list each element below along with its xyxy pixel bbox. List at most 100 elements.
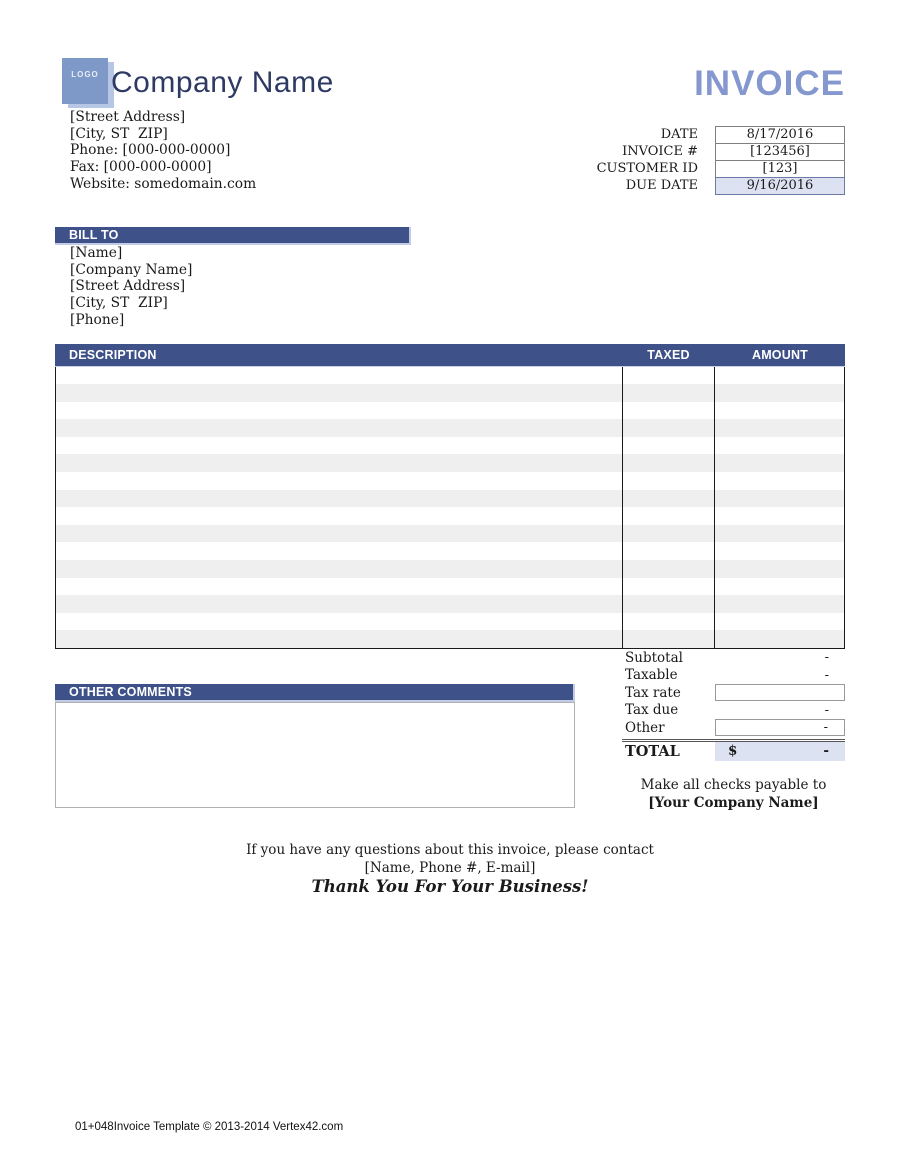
item-description-cell[interactable] — [56, 630, 622, 648]
item-row[interactable] — [56, 577, 844, 596]
item-taxed-cell[interactable] — [621, 419, 715, 437]
totals-value[interactable]: - — [824, 650, 829, 666]
item-amount-cell[interactable] — [714, 577, 844, 596]
item-description-cell[interactable] — [56, 595, 622, 613]
item-taxed-cell[interactable] — [621, 560, 715, 578]
item-amount-cell[interactable] — [714, 560, 844, 578]
item-taxed-cell[interactable] — [621, 472, 715, 490]
meta-value-cell[interactable]: [123] — [715, 160, 845, 178]
column-header-description: DESCRIPTION — [69, 347, 157, 362]
meta-label: CUSTOMER ID — [596, 161, 698, 176]
bill-to-line: [Name] — [70, 245, 123, 261]
totals-value[interactable] — [715, 684, 845, 702]
item-description-cell[interactable] — [56, 367, 622, 385]
item-row[interactable] — [56, 542, 844, 561]
item-description-cell[interactable] — [56, 384, 622, 402]
item-amount-cell[interactable] — [714, 595, 844, 613]
item-row[interactable] — [56, 560, 844, 578]
item-row[interactable] — [56, 454, 844, 473]
item-amount-cell[interactable] — [714, 419, 844, 437]
item-row[interactable] — [56, 384, 844, 402]
item-description-cell[interactable] — [56, 419, 622, 437]
item-row[interactable] — [56, 472, 844, 490]
item-taxed-cell[interactable] — [621, 612, 715, 631]
item-taxed-cell[interactable] — [621, 630, 715, 648]
payable-line: Make all checks payable to — [640, 777, 827, 793]
invoice-meta-row: CUSTOMER ID [123] — [534, 160, 845, 178]
item-description-cell[interactable] — [56, 578, 622, 596]
item-amount-cell[interactable] — [714, 524, 844, 543]
company-address-line: Phone: [000-000-0000] — [70, 142, 231, 159]
item-taxed-cell[interactable] — [621, 401, 715, 420]
item-taxed-cell[interactable] — [621, 524, 715, 543]
company-name: Company Name — [111, 66, 334, 99]
item-row[interactable] — [56, 366, 844, 385]
item-taxed-cell[interactable] — [621, 542, 715, 561]
item-description-cell[interactable] — [56, 507, 622, 525]
company-address-line: Website: somedomain.com — [70, 175, 257, 192]
meta-value-cell[interactable]: 9/16/2016 — [715, 177, 845, 195]
items-table-header: DESCRIPTION TAXED AMOUNT — [55, 344, 845, 367]
totals-value[interactable]: - — [715, 719, 845, 737]
item-row[interactable] — [56, 595, 844, 613]
item-amount-cell[interactable] — [714, 454, 844, 473]
item-taxed-cell[interactable] — [621, 384, 715, 402]
column-header-taxed: TAXED — [647, 347, 690, 362]
item-taxed-cell[interactable] — [621, 366, 715, 385]
item-description-cell[interactable] — [56, 525, 622, 543]
item-amount-cell[interactable] — [714, 507, 844, 525]
item-description-cell[interactable] — [56, 402, 622, 420]
totals-rows: Subtotal - Taxable - Tax rate Tax due - — [622, 649, 845, 737]
item-amount-cell[interactable] — [714, 366, 844, 385]
item-taxed-cell[interactable] — [621, 577, 715, 596]
item-row[interactable] — [56, 419, 844, 437]
item-amount-cell[interactable] — [714, 489, 844, 508]
item-description-cell[interactable] — [56, 472, 622, 490]
totals-value[interactable]: - — [824, 702, 829, 718]
invoice-title: INVOICE — [694, 64, 845, 103]
totals-value[interactable]: - — [824, 667, 829, 683]
item-amount-cell[interactable] — [714, 436, 844, 455]
company-address-block: [Street Address] [City, ST ZIP] Phone: [… — [70, 109, 256, 193]
item-amount-cell[interactable] — [714, 542, 844, 561]
item-row[interactable] — [56, 612, 844, 631]
contact-block: If you have any questions about this inv… — [0, 842, 900, 896]
item-amount-cell[interactable] — [714, 612, 844, 631]
item-description-cell[interactable] — [56, 542, 622, 560]
item-taxed-cell[interactable] — [621, 436, 715, 455]
bill-to-line: [Phone] — [70, 311, 125, 328]
bill-to-header: BILL TO — [55, 227, 411, 245]
item-description-cell[interactable] — [56, 437, 622, 455]
company-logo: LOGO — [62, 58, 116, 112]
totals-label: Subtotal — [625, 649, 683, 666]
company-address-line: [City, ST ZIP] — [70, 125, 168, 142]
item-row[interactable] — [56, 524, 844, 543]
grand-total-value-cell: $ - — [715, 741, 845, 761]
item-taxed-cell[interactable] — [621, 595, 715, 613]
item-row[interactable] — [56, 507, 844, 525]
item-row[interactable] — [56, 436, 844, 455]
item-row[interactable] — [56, 489, 844, 508]
meta-value-cell[interactable]: 8/17/2016 — [715, 126, 845, 144]
bill-to-block: [Name] [Company Name] [Street Address] [… — [70, 245, 192, 329]
item-taxed-cell[interactable] — [621, 454, 715, 473]
items-table-body — [55, 366, 845, 649]
item-taxed-cell[interactable] — [621, 489, 715, 508]
totals-row: Taxable - — [622, 667, 845, 685]
item-description-cell[interactable] — [56, 454, 622, 472]
item-amount-cell[interactable] — [714, 630, 844, 648]
item-description-cell[interactable] — [56, 490, 622, 508]
item-row[interactable] — [56, 630, 844, 648]
item-amount-cell[interactable] — [714, 384, 844, 402]
company-address-line: Fax: [000-000-0000] — [70, 159, 212, 176]
item-row[interactable] — [56, 401, 844, 420]
thank-you-message: Thank You For Your Business! — [311, 877, 589, 896]
item-taxed-cell[interactable] — [621, 507, 715, 525]
other-comments-box[interactable] — [55, 702, 575, 808]
meta-value-cell[interactable]: [123456] — [715, 143, 845, 161]
currency-symbol: $ — [728, 743, 738, 759]
item-description-cell[interactable] — [56, 613, 622, 631]
item-amount-cell[interactable] — [714, 472, 844, 490]
item-amount-cell[interactable] — [714, 401, 844, 420]
item-description-cell[interactable] — [56, 560, 622, 578]
